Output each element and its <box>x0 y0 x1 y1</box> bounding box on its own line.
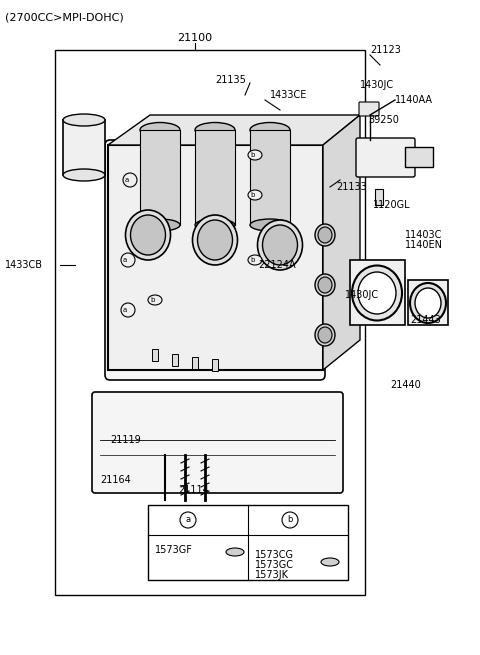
Bar <box>148 505 348 580</box>
Bar <box>250 130 290 225</box>
Circle shape <box>282 512 298 528</box>
Text: 1430JC: 1430JC <box>360 80 394 90</box>
Bar <box>55 50 365 595</box>
Ellipse shape <box>415 288 441 318</box>
FancyBboxPatch shape <box>105 140 325 380</box>
Ellipse shape <box>248 150 262 160</box>
Ellipse shape <box>248 255 262 265</box>
Bar <box>63 120 105 175</box>
Ellipse shape <box>248 190 262 200</box>
Bar <box>375 189 383 205</box>
Bar <box>212 359 218 371</box>
Bar <box>108 145 323 370</box>
Ellipse shape <box>321 558 339 566</box>
Text: a: a <box>185 515 191 525</box>
Text: (2700CC>MPI-DOHC): (2700CC>MPI-DOHC) <box>5 12 124 22</box>
Ellipse shape <box>226 548 244 556</box>
Ellipse shape <box>140 122 180 138</box>
Bar <box>172 354 178 366</box>
Ellipse shape <box>197 220 232 260</box>
Bar <box>405 147 433 167</box>
Text: 1573CG: 1573CG <box>255 550 294 560</box>
Ellipse shape <box>315 324 335 346</box>
Circle shape <box>121 253 135 267</box>
Text: b: b <box>288 515 293 525</box>
Ellipse shape <box>192 215 238 265</box>
Ellipse shape <box>257 220 302 270</box>
Bar <box>350 260 405 325</box>
Bar <box>408 280 448 325</box>
Text: b: b <box>251 257 255 263</box>
Ellipse shape <box>315 274 335 296</box>
Text: 1433CE: 1433CE <box>270 90 307 100</box>
Circle shape <box>121 303 135 317</box>
Bar <box>140 130 180 225</box>
Text: 21100: 21100 <box>178 33 213 43</box>
Circle shape <box>180 512 196 528</box>
Bar <box>192 357 198 369</box>
Polygon shape <box>108 115 360 145</box>
Ellipse shape <box>125 210 170 260</box>
Text: 21135: 21135 <box>215 75 246 85</box>
Ellipse shape <box>131 215 166 255</box>
Text: 21114: 21114 <box>178 485 209 495</box>
Text: b: b <box>151 297 155 303</box>
FancyBboxPatch shape <box>359 102 379 116</box>
FancyBboxPatch shape <box>92 392 343 493</box>
Ellipse shape <box>263 225 298 265</box>
Text: 1120GL: 1120GL <box>373 200 410 210</box>
Bar <box>152 349 158 361</box>
Text: 21119: 21119 <box>110 435 141 445</box>
Text: 1433CB: 1433CB <box>5 260 43 270</box>
Text: 39250: 39250 <box>368 115 399 125</box>
Ellipse shape <box>318 277 332 293</box>
Text: 21133: 21133 <box>336 182 367 192</box>
Text: a: a <box>123 307 127 313</box>
Text: b: b <box>251 192 255 198</box>
Text: 21164: 21164 <box>100 475 131 485</box>
Ellipse shape <box>410 283 446 323</box>
Text: 22124A: 22124A <box>258 260 296 270</box>
Ellipse shape <box>250 122 290 138</box>
FancyBboxPatch shape <box>356 138 415 177</box>
Ellipse shape <box>315 224 335 246</box>
Text: 1573GC: 1573GC <box>255 560 294 570</box>
Ellipse shape <box>318 327 332 343</box>
Text: 1430JC: 1430JC <box>345 290 379 300</box>
Ellipse shape <box>318 227 332 243</box>
Text: 21440: 21440 <box>390 380 421 390</box>
Ellipse shape <box>63 169 105 181</box>
Ellipse shape <box>63 114 105 126</box>
Polygon shape <box>323 115 360 370</box>
Text: 1140EN: 1140EN <box>405 240 443 250</box>
Text: 21443: 21443 <box>410 315 441 325</box>
Text: 1140AA: 1140AA <box>395 95 433 105</box>
Ellipse shape <box>140 219 180 231</box>
Text: 21123: 21123 <box>370 45 401 55</box>
Text: 1573GF: 1573GF <box>155 545 193 555</box>
Ellipse shape <box>148 295 162 305</box>
Ellipse shape <box>195 122 235 138</box>
Ellipse shape <box>352 265 402 320</box>
Text: a: a <box>123 257 127 263</box>
Text: 11403C: 11403C <box>405 230 443 240</box>
Bar <box>195 130 235 225</box>
Ellipse shape <box>250 219 290 231</box>
Ellipse shape <box>195 219 235 231</box>
Text: a: a <box>125 177 129 183</box>
Circle shape <box>123 173 137 187</box>
Text: 1573JK: 1573JK <box>255 570 289 580</box>
Ellipse shape <box>358 272 396 314</box>
Text: b: b <box>251 152 255 158</box>
